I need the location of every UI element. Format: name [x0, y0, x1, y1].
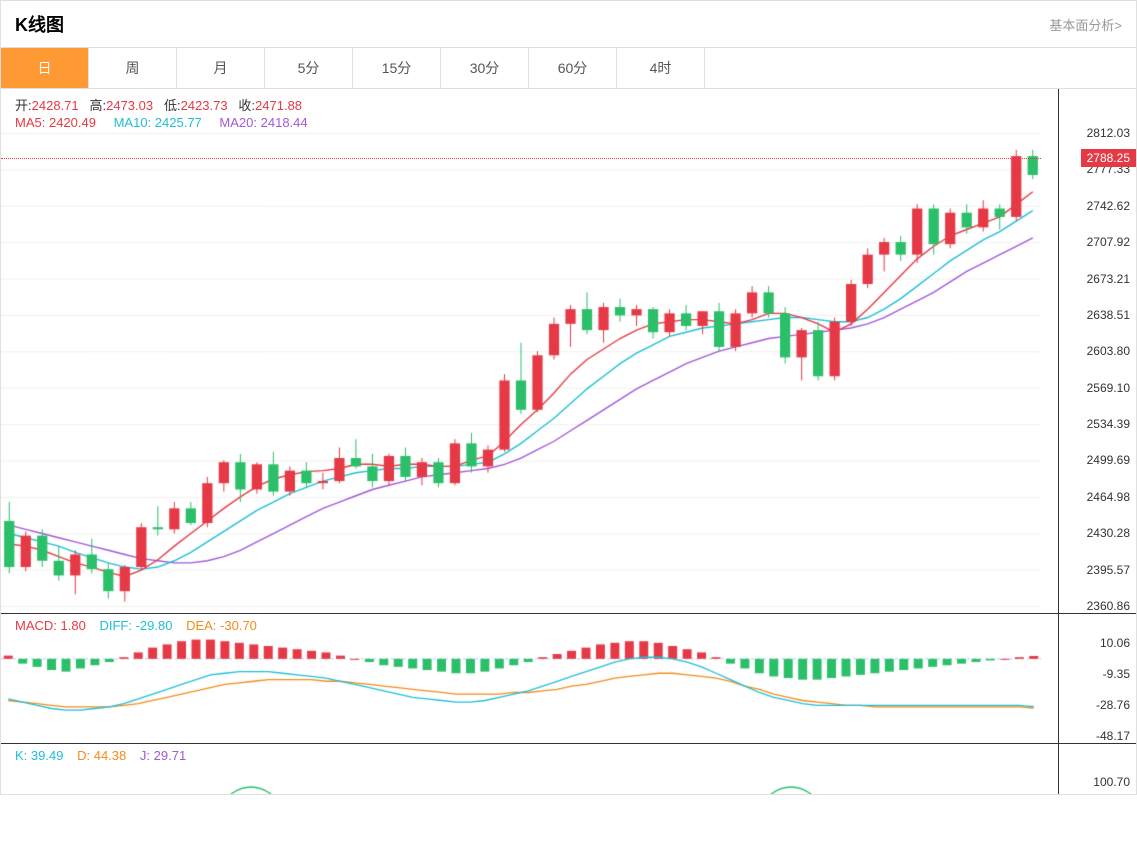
y-tick: 2603.80	[1087, 344, 1130, 358]
kdj-j-label: J: 29.71	[140, 748, 186, 763]
tab-15分[interactable]: 15分	[353, 48, 441, 88]
current-price-badge: 2788.25	[1081, 149, 1136, 167]
high-label: 高:	[89, 98, 106, 113]
macd-dea-label: DEA: -30.70	[186, 618, 257, 633]
y-tick: 2742.62	[1087, 199, 1130, 213]
ma5-label: MA5: 2420.49	[15, 115, 96, 130]
tab-60分[interactable]: 60分	[529, 48, 617, 88]
kdj-legend: K: 39.49 D: 44.38 J: 29.71	[15, 748, 186, 763]
close-value: 2471.88	[255, 98, 302, 113]
macd-y-axis: -48.17 -28.76 -9.35 10.06	[1058, 614, 1136, 743]
ma20-label: MA20: 2418.44	[219, 115, 307, 130]
macd-panel[interactable]: MACD: 1.80 DIFF: -29.80 DEA: -30.70 -48.…	[1, 614, 1136, 744]
tab-月[interactable]: 月	[177, 48, 265, 88]
y-tick: 2534.39	[1087, 417, 1130, 431]
timeframe-tabs: 日周月5分15分30分60分4时	[1, 48, 1136, 88]
macd-y-tick: -28.76	[1096, 698, 1130, 712]
y-tick: 2812.03	[1087, 126, 1130, 140]
price-y-axis: 2360.86 2395.57 2430.28 2464.98 2499.69 2534.…	[1058, 89, 1136, 613]
tab-4时[interactable]: 4时	[617, 48, 705, 88]
kdj-panel[interactable]: K: 39.49 D: 44.38 J: 29.71 100.70	[1, 744, 1136, 794]
kdj-y-axis: 100.70	[1058, 744, 1136, 794]
macd-diff-label: DIFF: -29.80	[99, 618, 172, 633]
low-label: 低:	[164, 98, 181, 113]
y-tick: 2395.57	[1087, 563, 1130, 577]
macd-m-label: MACD: 1.80	[15, 618, 86, 633]
y-tick: 2569.10	[1087, 381, 1130, 395]
macd-legend: MACD: 1.80 DIFF: -29.80 DEA: -30.70	[15, 618, 257, 633]
y-tick: 2360.86	[1087, 599, 1130, 613]
tab-5分[interactable]: 5分	[265, 48, 353, 88]
open-label: 开:	[15, 98, 32, 113]
chart-container: K线图 基本面分析> 日周月5分15分30分60分4时 开:2428.71 高:…	[0, 0, 1137, 795]
y-tick: 2499.69	[1087, 453, 1130, 467]
macd-y-tick: -48.17	[1096, 729, 1130, 743]
close-label: 收:	[238, 98, 255, 113]
macd-y-tick: -9.35	[1103, 667, 1130, 681]
macd-y-tick: 10.06	[1100, 636, 1130, 650]
macd-canvas	[1, 614, 1041, 744]
page-title: K线图	[15, 11, 64, 37]
kdj-y-tick: 100.70	[1093, 775, 1130, 789]
low-value: 2423.73	[181, 98, 228, 113]
high-value: 2473.03	[106, 98, 153, 113]
ohlc-readout: 开:2428.71 高:2473.03 低:2423.73 收:2471.88	[15, 95, 302, 114]
ma-readout: MA5: 2420.49 MA10: 2425.77 MA20: 2418.44	[15, 115, 308, 130]
y-tick: 2430.28	[1087, 526, 1130, 540]
y-tick: 2464.98	[1087, 490, 1130, 504]
analysis-link[interactable]: 基本面分析>	[1049, 15, 1122, 34]
timeframe-tabs-wrap: 日周月5分15分30分60分4时	[1, 47, 1136, 89]
candlestick-chart[interactable]: 开:2428.71 高:2473.03 低:2423.73 收:2471.88 …	[1, 89, 1136, 614]
y-tick: 2707.92	[1087, 235, 1130, 249]
ma10-label: MA10: 2425.77	[114, 115, 202, 130]
y-tick: 2638.51	[1087, 308, 1130, 322]
tab-30分[interactable]: 30分	[441, 48, 529, 88]
open-value: 2428.71	[32, 98, 79, 113]
current-price-line	[1, 158, 1041, 159]
candlestick-canvas	[1, 89, 1041, 614]
y-tick: 2673.21	[1087, 272, 1130, 286]
kdj-d-label: D: 44.38	[77, 748, 126, 763]
kdj-k-label: K: 39.49	[15, 748, 63, 763]
tab-周[interactable]: 周	[89, 48, 177, 88]
tab-日[interactable]: 日	[1, 48, 89, 88]
header: K线图 基本面分析>	[1, 1, 1136, 47]
